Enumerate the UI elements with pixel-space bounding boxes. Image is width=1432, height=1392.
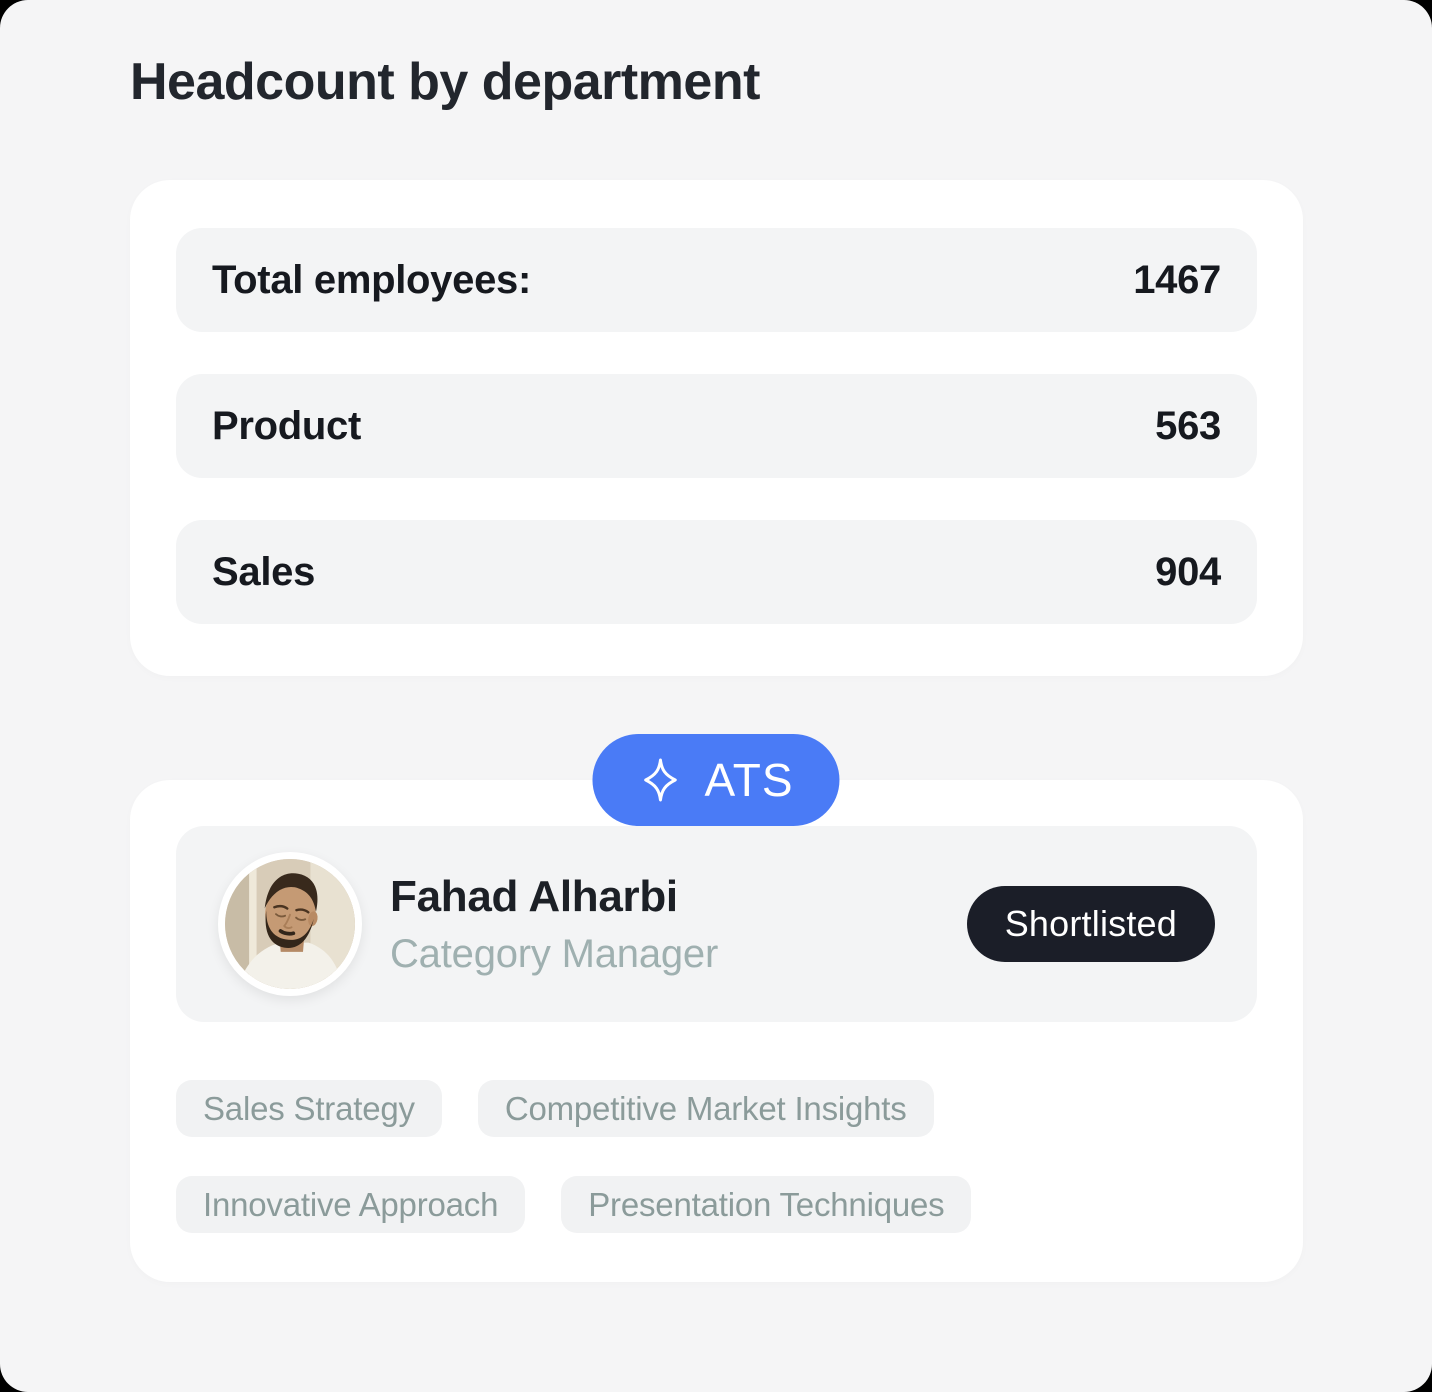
row-label-product: Product: [212, 403, 362, 448]
tag-sales-strategy: Sales Strategy: [176, 1080, 442, 1137]
ats-label: ATS: [704, 754, 794, 806]
skill-tags: Sales Strategy Competitive Market Insigh…: [176, 1080, 1257, 1233]
row-value-sales: 904: [1155, 549, 1221, 594]
tag-row-1: Sales Strategy Competitive Market Insigh…: [176, 1080, 1257, 1137]
candidate-row[interactable]: Fahad Alharbi Category Manager Shortlist…: [176, 826, 1257, 1022]
status-badge[interactable]: Shortlisted: [966, 886, 1215, 962]
headcount-row-sales: Sales 904: [176, 520, 1257, 624]
ats-badge[interactable]: ATS: [592, 734, 840, 826]
headcount-row-product: Product 563: [176, 374, 1257, 478]
row-value-product: 563: [1155, 403, 1221, 448]
page-title: Headcount by department: [130, 53, 760, 111]
candidate-role: Category Manager: [390, 931, 719, 976]
tag-competitive-market-insights: Competitive Market Insights: [477, 1080, 934, 1137]
tag-row-2: Innovative Approach Presentation Techniq…: [176, 1176, 1257, 1233]
headcount-card: Total employees: 1467 Product 563 Sales …: [130, 180, 1303, 676]
candidate-name: Fahad Alharbi: [390, 871, 678, 921]
row-label-total: Total employees:: [212, 257, 531, 302]
row-value-total: 1467: [1133, 257, 1221, 302]
headcount-rows: Total employees: 1467 Product 563 Sales …: [176, 228, 1257, 624]
row-label-sales: Sales: [212, 549, 316, 594]
avatar: [218, 852, 362, 996]
candidate-info: Fahad Alharbi Category Manager: [390, 872, 718, 977]
tag-innovative-approach: Innovative Approach: [176, 1176, 526, 1233]
candidate-card: Fahad Alharbi Category Manager Shortlist…: [130, 780, 1303, 1282]
sparkle-icon: [638, 756, 682, 804]
headcount-row-total: Total employees: 1467: [176, 228, 1257, 332]
tag-presentation-techniques: Presentation Techniques: [561, 1176, 972, 1233]
